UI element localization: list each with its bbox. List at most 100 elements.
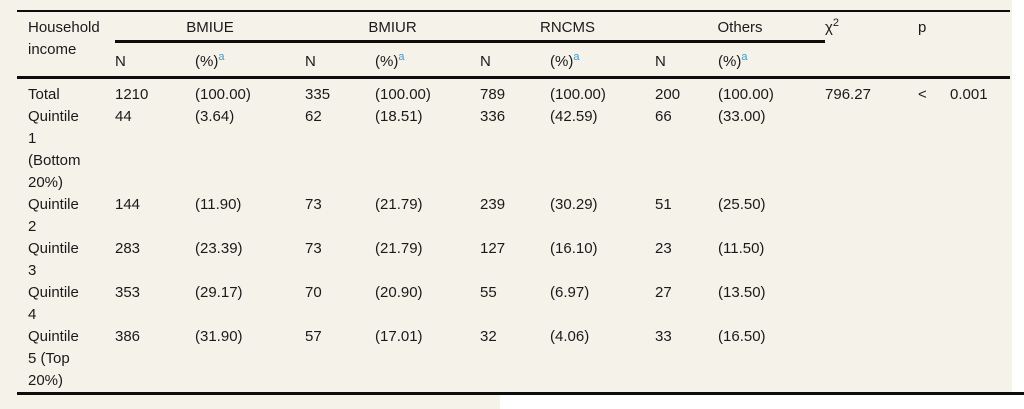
cell-n: 789 bbox=[480, 85, 506, 103]
col-group-rncms: RNCMS bbox=[480, 10, 656, 43]
cell-p-sign bbox=[918, 194, 950, 238]
cell-p-sign bbox=[918, 326, 950, 392]
cell-p-sign: < bbox=[918, 85, 927, 103]
footnote-marker-a[interactable]: a bbox=[573, 50, 580, 63]
cell-n: 23 bbox=[655, 239, 672, 257]
pct-label: (%) bbox=[550, 52, 574, 70]
col-header-chi-square: χ2 bbox=[825, 10, 919, 79]
subheader-pct-rncms: (%)a bbox=[550, 41, 656, 79]
cell-pct: (100.00) bbox=[718, 85, 774, 103]
subheader-pct-others: (%)a bbox=[718, 41, 826, 79]
chi-exponent: 2 bbox=[832, 17, 840, 29]
cell-pct: (16.50) bbox=[718, 327, 766, 345]
table-row-quintile-5: Quintile 5 (Top 20%) 386 (31.90) 57 (17.… bbox=[17, 326, 1010, 392]
cell-n: 200 bbox=[655, 85, 681, 103]
cell-n: 57 bbox=[305, 327, 322, 345]
page-margin-bottom bbox=[500, 395, 1024, 409]
cell-p-value bbox=[950, 326, 1010, 392]
cell-p-value bbox=[950, 106, 1010, 194]
household-income-distribution-table: Household income BMIUE BMIUR RNCMS Other… bbox=[17, 10, 1011, 392]
table-row-quintile-1: Quintile 1 (Bottom 20%) 44 (3.64) 62 (18… bbox=[17, 106, 1010, 194]
cell-n: 62 bbox=[305, 107, 322, 125]
cell-pct: (21.79) bbox=[375, 195, 423, 213]
cell-pct: (33.00) bbox=[718, 107, 766, 125]
cell-p-sign bbox=[918, 238, 950, 282]
row-label: Total bbox=[28, 85, 60, 103]
footnote-marker-a[interactable]: a bbox=[218, 50, 225, 63]
cell-chi-square bbox=[825, 326, 918, 392]
cell-pct: (11.50) bbox=[718, 239, 765, 257]
pct-label: (%) bbox=[195, 52, 219, 70]
cell-pct: (16.10) bbox=[550, 239, 598, 257]
cell-pct: (23.39) bbox=[195, 239, 243, 257]
cell-p-value bbox=[950, 238, 1010, 282]
cell-pct: (4.06) bbox=[550, 327, 590, 345]
row-label: Quintile 5 (Top 20%) bbox=[28, 327, 79, 389]
subheader-n-rncms: N bbox=[480, 41, 551, 79]
cell-n: 55 bbox=[480, 283, 497, 301]
table-row-quintile-2: Quintile 2 144 (11.90) 73 (21.79) 239 (3… bbox=[17, 194, 1010, 238]
cell-n: 127 bbox=[480, 239, 506, 257]
cell-p-value bbox=[950, 282, 1010, 326]
cell-chi-square bbox=[825, 106, 918, 194]
footnote-marker-a[interactable]: a bbox=[741, 50, 748, 63]
cell-pct: (100.00) bbox=[195, 85, 251, 103]
cell-chi-square bbox=[825, 194, 918, 238]
row-label: Quintile 4 bbox=[28, 283, 79, 323]
cell-pct: (29.17) bbox=[195, 283, 243, 301]
cell-n: 51 bbox=[655, 195, 672, 213]
cell-pct: (31.90) bbox=[195, 327, 243, 345]
cell-pct: (20.90) bbox=[375, 283, 423, 301]
cell-pct: (42.59) bbox=[550, 107, 598, 125]
cell-n: 73 bbox=[305, 195, 322, 213]
subheader-n-others: N bbox=[655, 41, 719, 79]
cell-n: 283 bbox=[115, 239, 141, 257]
header-sub-row: N (%)a N (%)a N (%)a N (%)a bbox=[17, 41, 1010, 79]
col-group-bmiue: BMIUE bbox=[115, 10, 306, 43]
cell-p-value bbox=[950, 194, 1010, 238]
cell-n: 336 bbox=[480, 107, 506, 125]
cell-chi-square bbox=[825, 238, 918, 282]
cell-n: 1210 bbox=[115, 85, 149, 103]
cell-pct: (13.50) bbox=[718, 283, 766, 301]
table-bottom-rule bbox=[17, 392, 1024, 395]
row-label: Quintile 2 bbox=[28, 195, 79, 235]
cell-pct: (100.00) bbox=[375, 85, 431, 103]
cell-pct: (100.00) bbox=[550, 85, 606, 103]
cell-p-sign bbox=[918, 106, 950, 194]
cell-pct: (25.50) bbox=[718, 195, 766, 213]
cell-pct: (3.64) bbox=[195, 107, 235, 125]
cell-n: 70 bbox=[305, 283, 322, 301]
cell-n: 386 bbox=[115, 327, 141, 345]
cell-n: 335 bbox=[305, 85, 331, 103]
subheader-n-bmiue: N bbox=[115, 41, 195, 79]
footnote-marker-a[interactable]: a bbox=[398, 50, 405, 63]
subheader-pct-bmiue: (%)a bbox=[195, 41, 306, 79]
table-row-total: Total 1210 (100.00) 335 (100.00) 789 (10… bbox=[17, 77, 1010, 106]
header-group-row: Household income BMIUE BMIUR RNCMS Other… bbox=[17, 10, 1011, 79]
row-label: Quintile 3 bbox=[28, 239, 79, 279]
cell-n: 66 bbox=[655, 107, 672, 125]
cell-n: 32 bbox=[480, 327, 497, 345]
col-header-household-income: Household income bbox=[17, 10, 115, 79]
cell-chi-square: 796.27 bbox=[825, 85, 871, 103]
cell-pct: (18.51) bbox=[375, 107, 423, 125]
cell-pct: (30.29) bbox=[550, 195, 598, 213]
cell-pct: (17.01) bbox=[375, 327, 423, 345]
cell-p-sign bbox=[918, 282, 950, 326]
cell-n: 353 bbox=[115, 283, 141, 301]
cell-chi-square bbox=[825, 282, 918, 326]
cell-n: 73 bbox=[305, 239, 322, 257]
cell-pct: (21.79) bbox=[375, 239, 423, 257]
cell-n: 33 bbox=[655, 327, 672, 345]
cell-pct: (6.97) bbox=[550, 283, 590, 301]
col-group-others: Others bbox=[655, 10, 826, 43]
cell-n: 239 bbox=[480, 195, 506, 213]
cell-n: 144 bbox=[115, 195, 141, 213]
pct-label: (%) bbox=[375, 52, 399, 70]
chi-symbol: χ bbox=[825, 19, 833, 36]
page-margin-right bbox=[1012, 0, 1024, 392]
pct-label: (%) bbox=[718, 52, 742, 70]
col-header-p: p bbox=[918, 10, 1011, 79]
col-group-bmiur: BMIUR bbox=[305, 10, 481, 43]
